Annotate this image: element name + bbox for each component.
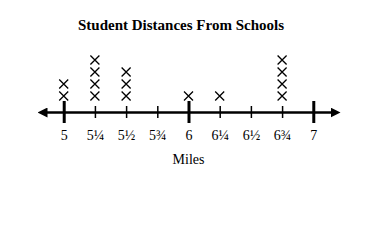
dot bbox=[59, 92, 68, 101]
tick-mark bbox=[188, 101, 191, 123]
marks bbox=[59, 56, 286, 101]
dot bbox=[278, 92, 287, 101]
tick: 5¼ bbox=[87, 106, 105, 143]
tick-label: 5 bbox=[61, 128, 68, 143]
dot bbox=[122, 68, 131, 77]
dot bbox=[59, 80, 68, 89]
tick-mark bbox=[282, 106, 284, 118]
tick-label: 6½ bbox=[243, 128, 260, 143]
tick: 6¼ bbox=[211, 106, 229, 143]
tick: 5 bbox=[61, 101, 68, 143]
tick-mark bbox=[219, 106, 221, 118]
dot bbox=[278, 80, 287, 89]
tick-label: 5½ bbox=[118, 128, 136, 143]
tick-mark bbox=[126, 106, 128, 118]
tick: 6½ bbox=[243, 106, 260, 143]
tick-mark bbox=[251, 106, 253, 118]
tick-label: 5¾ bbox=[149, 128, 167, 143]
chart: Student Distances From Schools 5 5¼ 5½ 5¾ 6 6¼… bbox=[0, 0, 382, 250]
dot bbox=[278, 56, 287, 65]
tick: 5½ bbox=[118, 106, 136, 143]
tick: 5¾ bbox=[149, 106, 167, 143]
tick-label: 6¼ bbox=[211, 128, 229, 143]
dot bbox=[122, 92, 131, 101]
dot bbox=[90, 92, 99, 101]
x-axis: 5 5¼ 5½ 5¾ 6 6¼ 6½ 6¾ 7 bbox=[46, 101, 333, 143]
tick-label: 5¼ bbox=[87, 128, 105, 143]
tick: 7 bbox=[310, 101, 317, 143]
dot bbox=[215, 92, 224, 101]
tick-label: 7 bbox=[310, 128, 317, 143]
dot bbox=[90, 68, 99, 77]
tick: 6 bbox=[186, 101, 193, 143]
tick-label: 6 bbox=[186, 128, 193, 143]
dot bbox=[90, 80, 99, 89]
dot bbox=[278, 68, 287, 77]
tick-mark bbox=[157, 106, 159, 118]
tick-label: 6¾ bbox=[274, 128, 292, 143]
tick: 6¾ bbox=[274, 106, 292, 143]
axis-title: Miles bbox=[173, 152, 205, 167]
dot bbox=[184, 92, 193, 101]
dot bbox=[122, 80, 131, 89]
tick-mark bbox=[95, 106, 97, 118]
tick-mark bbox=[312, 101, 315, 123]
title: Student Distances From Schools bbox=[78, 17, 284, 33]
dot bbox=[90, 56, 99, 65]
tick-mark bbox=[63, 101, 66, 123]
